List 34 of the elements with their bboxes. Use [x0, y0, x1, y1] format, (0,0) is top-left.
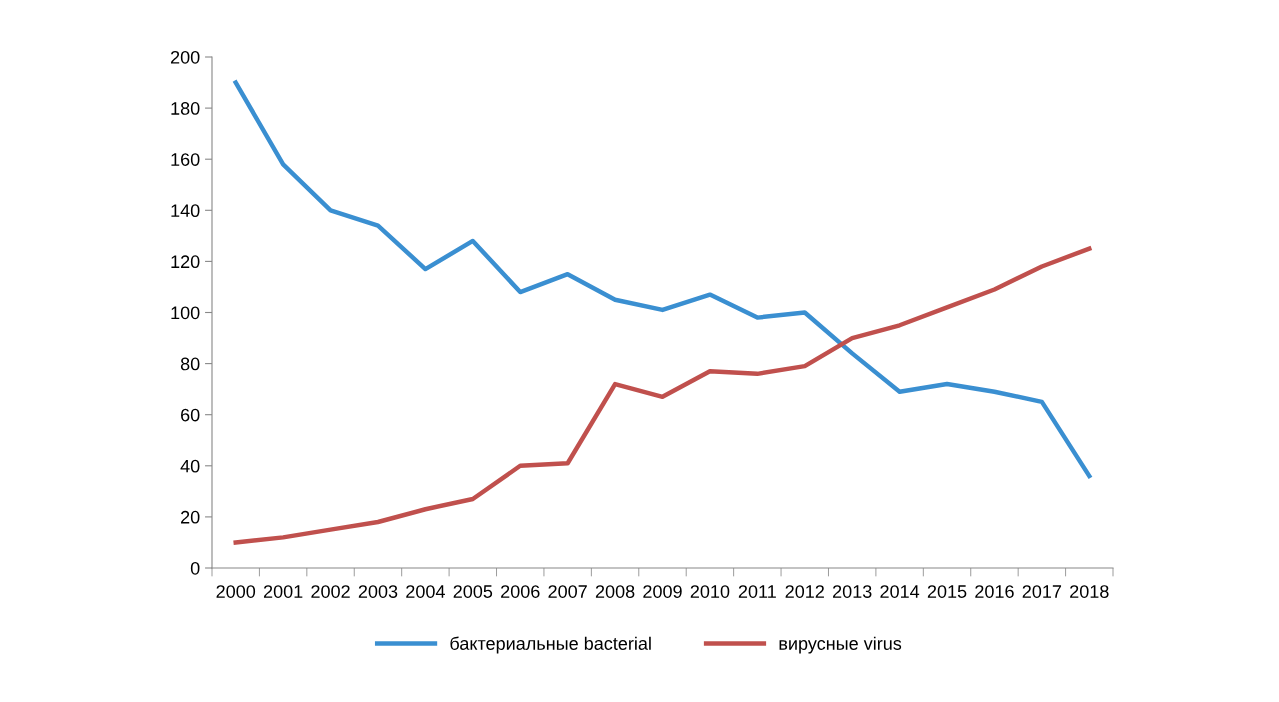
x-tick-label: 2002 [311, 585, 350, 598]
y-tick-label: 120 [171, 255, 200, 269]
y-tick-label: 180 [171, 102, 200, 115]
x-tick-label: 2011 [738, 585, 776, 598]
x-tick-label: 2015 [927, 585, 967, 598]
x-tick-label: 2006 [501, 585, 540, 598]
y-tick-label: 100 [171, 306, 200, 320]
x-tick-label: 2001 [263, 585, 303, 598]
y-tick-label: 160 [171, 153, 200, 166]
x-tick-label: 2013 [833, 585, 872, 598]
legend-label: бактериальные bacterial [450, 636, 651, 654]
x-tick-label: 2007 [548, 585, 587, 598]
x-tick-label: 2018 [1070, 585, 1109, 598]
x-tick-label: 2003 [358, 585, 398, 598]
line-series [233, 80, 1092, 479]
y-tick-label: 200 [170, 50, 200, 64]
x-tick-label: 2012 [785, 585, 824, 598]
x-tick-label: 2008 [595, 585, 635, 598]
x-tick-label: 2010 [690, 585, 730, 598]
x-tick-label: 2014 [880, 585, 920, 598]
y-tick-label: 60 [181, 408, 200, 422]
x-tick-label: 2000 [216, 585, 256, 598]
y-tick-label: 0 [190, 561, 200, 575]
x-tick-label: 2016 [975, 585, 1014, 598]
legend-label: вирусные virus [779, 636, 902, 654]
x-tick-label: 2009 [643, 585, 682, 598]
x-tick-label: 2017 [1022, 585, 1062, 598]
x-tick-label: 2005 [453, 585, 493, 598]
y-tick-label: 140 [171, 204, 200, 218]
y-tick-label: 80 [180, 357, 200, 371]
x-tick-label: 2004 [406, 585, 445, 598]
line-series [233, 246, 1092, 545]
y-tick-label: 20 [181, 510, 200, 524]
y-tick-label: 40 [180, 459, 200, 473]
